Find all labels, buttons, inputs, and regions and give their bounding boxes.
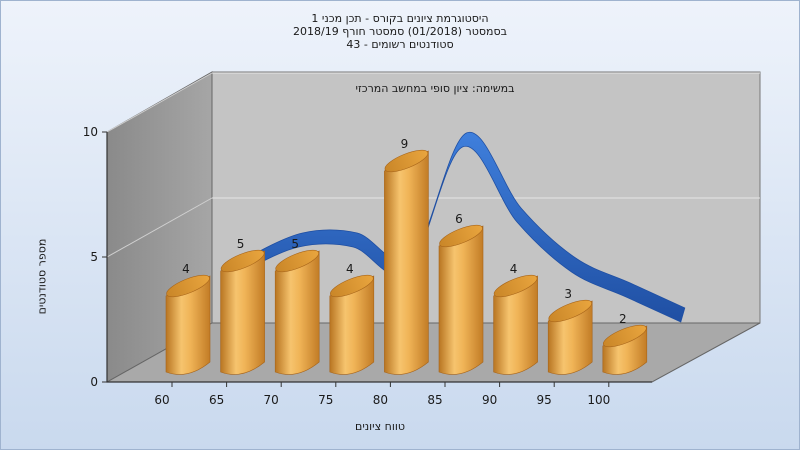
bar-value-label: 3	[564, 287, 572, 301]
bar-cap	[275, 249, 319, 273]
x-tick-label: 70	[264, 393, 279, 407]
x-tick-label: 75	[318, 393, 333, 407]
bar-body	[438, 225, 484, 375]
bar: 5	[274, 237, 320, 375]
grid-line-wall	[106, 72, 213, 133]
bar: 4	[493, 262, 538, 375]
x-tick-label: 80	[373, 393, 388, 407]
x-tick-label: 95	[537, 393, 552, 407]
y-tick-label: 5	[90, 250, 98, 264]
x-tick-label: 85	[427, 393, 442, 407]
chart-subtitle: במשימה: ציון סופי במחשב המרכזי	[355, 82, 514, 95]
bar-cap	[439, 224, 483, 248]
bar-value-label: 9	[401, 137, 409, 151]
bar-cap	[603, 324, 647, 348]
bar-value-label: 2	[619, 312, 627, 326]
x-tick-label: 90	[482, 393, 497, 407]
bar: 5	[220, 237, 265, 375]
bar: 9	[384, 137, 429, 375]
y-axis-ticks: 0 5 10	[83, 125, 107, 389]
bar: 4	[165, 262, 211, 375]
bar: 3	[547, 287, 593, 375]
bar-cap	[548, 299, 592, 323]
x-axis-ticks: 60 65 70 75 80 85 90 95 100	[154, 382, 610, 407]
bar-body	[220, 250, 265, 375]
bar-body	[274, 250, 320, 375]
bar: 4	[329, 262, 375, 375]
bar-value-label: 4	[346, 262, 354, 276]
y-axis-label: מספר סטודנטים	[35, 238, 49, 315]
trend-curve	[238, 132, 686, 323]
bar-body	[384, 150, 429, 375]
bar-body	[493, 275, 538, 375]
bar: 2	[602, 312, 648, 375]
chart-title-line-1: היסטוגרמת ציונים בקורס - תכן מכני 1	[311, 12, 489, 25]
bar-cap	[220, 249, 265, 273]
x-tick-label: 60	[154, 393, 169, 407]
bar-value-label: 4	[510, 262, 518, 276]
bar-value-label: 6	[455, 212, 463, 226]
bar-value-label: 4	[182, 262, 190, 276]
x-axis-label: טווח ציונים	[355, 420, 405, 433]
chart-title-line-2: בסמסטר (01/2018) סמסטר חורף 2018/19	[293, 25, 507, 38]
x-tick-label: 65	[209, 393, 224, 407]
y-tick-label: 10	[83, 125, 98, 139]
x-tick-label: 100	[587, 393, 610, 407]
bars-group: 4 5 5 4 9 6 4 3 2	[165, 137, 648, 375]
chart-title-line-3: סטודנטים רשומים - 43	[346, 38, 454, 51]
grid-lines	[106, 72, 760, 258]
bar: 6	[438, 212, 484, 375]
grid-line-wall	[106, 197, 213, 258]
bar-body	[165, 275, 211, 375]
bar-cap	[493, 274, 538, 298]
bar-cap	[166, 274, 210, 298]
bar-value-label: 5	[237, 237, 245, 251]
bar-value-label: 5	[291, 237, 299, 251]
bar-cap	[330, 274, 374, 298]
bar-cap	[384, 149, 429, 173]
y-tick-label: 0	[90, 375, 98, 389]
bar-body	[329, 275, 375, 375]
